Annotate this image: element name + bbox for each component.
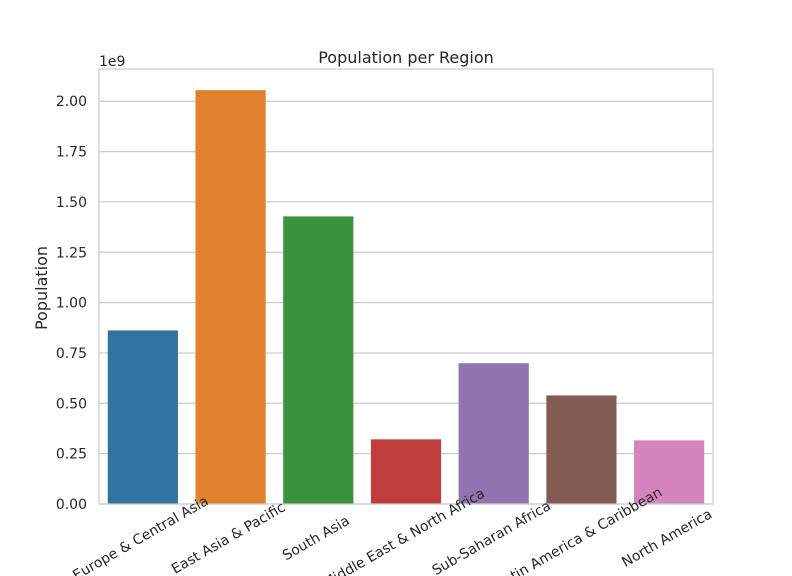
chart-title: Population per Region (318, 48, 494, 67)
y-tick-label: 1.00 (56, 296, 87, 312)
y-tick-label: 0.00 (56, 497, 87, 513)
bar (634, 440, 705, 504)
y-tick-label: 1.50 (56, 195, 87, 211)
bar (195, 90, 266, 504)
y-tick-label: 0.25 (56, 447, 87, 463)
bar (107, 330, 178, 504)
bars (107, 90, 705, 504)
plot-frame (98, 68, 714, 505)
bar (458, 363, 529, 504)
y-tick-label: 1.25 (56, 245, 87, 261)
y-axis-label: Population (32, 246, 51, 330)
y-tick-label: 0.50 (56, 396, 87, 412)
bar (283, 216, 354, 504)
y-tick-label: 1.75 (56, 145, 87, 161)
bar (370, 439, 442, 504)
y-tick-label: 2.00 (56, 94, 87, 110)
y-offset-label: 1e9 (99, 54, 125, 70)
y-tick-label: 0.75 (56, 346, 87, 362)
y-tick-labels: 0.00 0.25 0.50 0.75 1.00 1.25 1.50 1.75 2.00 (56, 94, 87, 513)
bar (546, 395, 617, 504)
